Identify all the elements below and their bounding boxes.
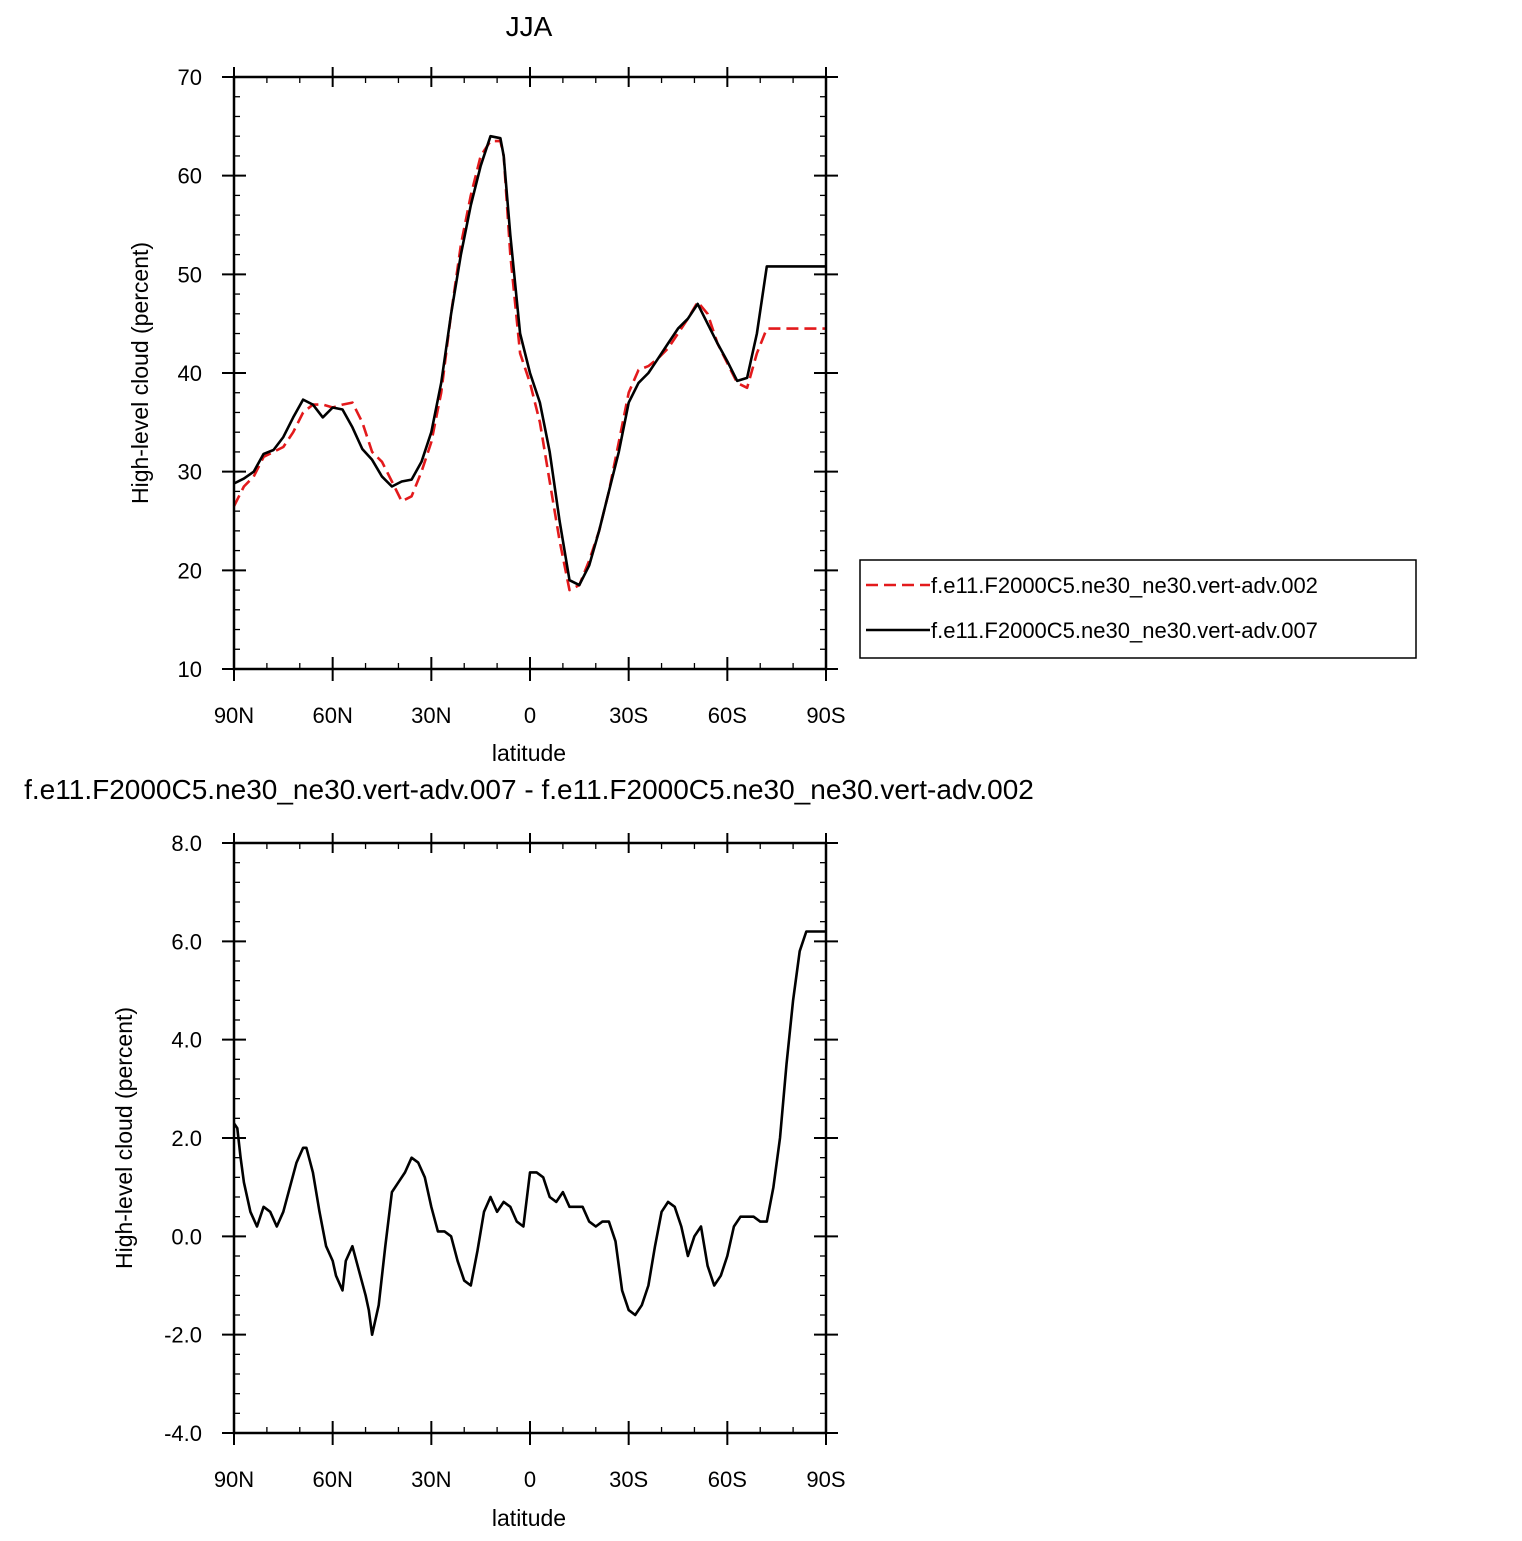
top-x-tick-label: 0: [524, 703, 536, 728]
top-x-tick-label: 90N: [214, 703, 254, 728]
bottom-panel: f.e11.F2000C5.ne30_ne30.vert-adv.007 - f…: [24, 774, 1034, 1531]
bottom-series-lines: [232, 930, 826, 1336]
legend: f.e11.F2000C5.ne30_ne30.vert-adv.002 f.e…: [859, 559, 1417, 659]
top-y-tick-label: 40: [178, 361, 202, 386]
top-y-tick-label: 30: [178, 460, 202, 485]
top-ticks: 90N 60N 30N 0 30S 60S 90S 10 20 30 40 50 60 70: [178, 65, 846, 728]
top-series-line-1: [232, 139, 826, 592]
top-y-tick-label: 50: [178, 262, 202, 287]
top-x-axis-label: latitude: [492, 740, 566, 766]
bottom-y-tick-label: 8.0: [171, 831, 202, 856]
bottom-x-tick-label: 90S: [806, 1467, 845, 1492]
bottom-x-tick-label: 60S: [708, 1467, 747, 1492]
bottom-ticks: 90N 60N 30N 0 30S 60S 90S -4.0 -2.0 0.0 2.0 4.0 6.0 8…: [164, 831, 846, 1492]
top-panel: JJA 90N 60N 30N 0 30S 60S 90S 10 20 30 40 50 60 70 la…: [127, 11, 846, 766]
bottom-x-tick-label: 30N: [411, 1467, 451, 1492]
top-y-tick-label: 10: [178, 657, 202, 682]
bottom-x-tick-label: 90N: [214, 1467, 254, 1492]
bottom-series-line-1: [232, 930, 826, 1336]
top-y-axis-label: High-level cloud (percent): [127, 242, 153, 504]
top-chart-title: JJA: [506, 11, 553, 42]
top-y-tick-label: 70: [178, 65, 202, 90]
bottom-plot-frame: [232, 841, 828, 1435]
top-x-tick-label: 90S: [806, 703, 845, 728]
bottom-y-tick-label: 4.0: [171, 1028, 202, 1053]
bottom-y-tick-label: 0.0: [171, 1224, 202, 1249]
top-x-tick-label: 30S: [609, 703, 648, 728]
bottom-x-axis-label: latitude: [492, 1505, 566, 1531]
legend-label-series-1: f.e11.F2000C5.ne30_ne30.vert-adv.002: [931, 573, 1318, 598]
top-y-tick-label: 20: [178, 558, 202, 583]
bottom-y-axis-label: High-level cloud (percent): [111, 1007, 137, 1269]
top-x-tick-label: 30N: [411, 703, 451, 728]
bottom-y-tick-label: -2.0: [164, 1323, 202, 1348]
top-x-tick-label: 60N: [312, 703, 352, 728]
top-series-line-2: [233, 134, 826, 587]
legend-box: [859, 559, 1417, 659]
legend-label-series-2: f.e11.F2000C5.ne30_ne30.vert-adv.007: [931, 618, 1318, 643]
bottom-x-tick-label: 0: [524, 1467, 536, 1492]
bottom-y-tick-label: -4.0: [164, 1421, 202, 1446]
top-series-lines: [232, 134, 826, 592]
bottom-x-tick-label: 30S: [609, 1467, 648, 1492]
bottom-chart-title: f.e11.F2000C5.ne30_ne30.vert-adv.007 - f…: [24, 774, 1034, 805]
bottom-y-tick-label: 2.0: [171, 1126, 202, 1151]
top-y-tick-label: 60: [178, 164, 202, 189]
top-x-tick-label: 60S: [708, 703, 747, 728]
bottom-y-tick-label: 6.0: [171, 929, 202, 954]
bottom-x-tick-label: 60N: [312, 1467, 352, 1492]
